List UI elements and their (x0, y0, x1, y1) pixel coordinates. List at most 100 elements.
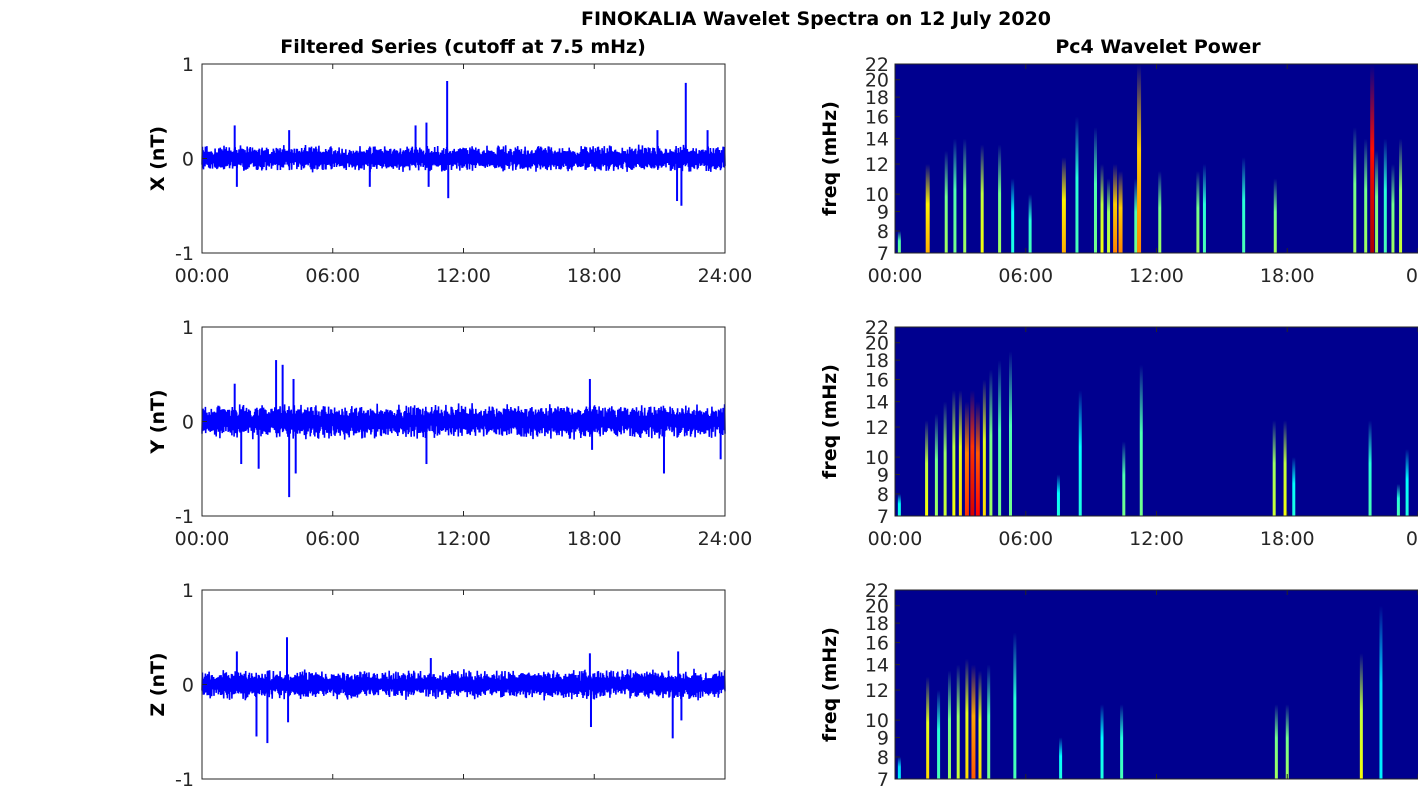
wavelet-burst (963, 138, 967, 253)
x-tick-label: 00:00 (868, 265, 923, 287)
wavelet-burst (1008, 351, 1012, 516)
x-tick-label: 24:00 (698, 265, 753, 287)
wavelet-burst (1405, 449, 1409, 516)
wavelet-burst (1242, 157, 1246, 253)
wavelet-burst (1292, 457, 1296, 516)
wavelet-burst (1059, 737, 1063, 779)
wavelet-burst (998, 360, 1002, 516)
y-tick-label: 0 (182, 412, 194, 434)
wavelet-burst (1137, 64, 1142, 253)
y-tick-label: 18 (865, 350, 889, 372)
wavelet-burst (1359, 653, 1363, 779)
wavelet-burst (925, 420, 929, 516)
wavelet-burst (1370, 64, 1375, 253)
wavelet-burst (1139, 364, 1143, 516)
y-tick-label: 18 (865, 87, 889, 109)
x-tick-label: 06:00 (305, 265, 360, 287)
wavelet-burst (947, 670, 951, 779)
wavelet-burst (1078, 390, 1082, 516)
wavelet-burst (964, 401, 969, 516)
y-axis-label: Y (nT) (147, 389, 169, 454)
axes-box (894, 589, 1418, 780)
wavelet-burst (1061, 157, 1066, 253)
wavelet-burst (1368, 420, 1372, 516)
wavelet-burst (1100, 704, 1104, 779)
figure-title: FINOKALIA Wavelet Spectra on 12 July 202… (581, 8, 1051, 30)
wavelet-burst (943, 401, 947, 516)
wavelet-burst (952, 390, 956, 516)
y-tick-label: 16 (865, 370, 889, 392)
wavelet-burst (897, 493, 901, 516)
y-axis-label: freq (mHz) (819, 627, 841, 742)
wavelet-burst (1383, 138, 1387, 253)
wavelet-burst (987, 664, 991, 779)
y-axis-label: X (nT) (147, 126, 169, 191)
wavelet-burst (1011, 178, 1015, 253)
x-tick-label: 06:00 (305, 528, 360, 550)
y-tick-label: 10 (865, 184, 889, 206)
wavelet-burst (970, 390, 975, 516)
wavelet-burst (1202, 164, 1206, 253)
wavelet-burst (971, 664, 976, 779)
wavelet-burst (989, 369, 993, 516)
y-tick-label: 7 (877, 769, 889, 788)
y-tick-label: 0 (182, 149, 194, 171)
heatmap-background (895, 64, 1418, 253)
wavelet-burst (958, 390, 962, 516)
x-tick-label: 12:00 (436, 528, 491, 550)
y-tick-label: 8 (877, 484, 889, 506)
y-tick-label: 22 (865, 317, 889, 339)
wavelet-burst (998, 144, 1002, 253)
x-tick-label: 18:00 (567, 265, 622, 287)
x-tick-label: 00 (1406, 265, 1418, 287)
wavelet-burst (1196, 171, 1200, 253)
x-tick-label: 24:00 (698, 528, 753, 550)
wavelet-burst (978, 670, 982, 779)
wavelet-burst (975, 401, 980, 516)
wavelet-burst (1056, 474, 1060, 516)
wavelet-burst (926, 676, 930, 779)
wavelet-burst (934, 413, 938, 516)
wavelet-burst (897, 756, 901, 779)
y-axis-label: freq (mHz) (819, 364, 841, 479)
axes-box (894, 63, 1418, 254)
y-axis-label: freq (mHz) (819, 101, 841, 216)
y-tick-label: 12 (865, 154, 889, 176)
y-tick-label: 14 (865, 655, 889, 677)
y-tick-label: 22 (865, 54, 889, 76)
y-tick-label: 7 (877, 243, 889, 265)
axes-box (894, 326, 1418, 517)
x-tick-label: 06:00 (998, 528, 1053, 550)
wavelet-burst (1093, 127, 1097, 253)
series-line-y (201, 403, 726, 440)
wavelet-burst (1283, 420, 1287, 516)
x-tick-label: 18:00 (567, 528, 622, 550)
wavelet-burst (1353, 127, 1357, 253)
y-tick-label: 7 (877, 506, 889, 528)
wavelet-burst (1013, 632, 1017, 779)
wavelet-burst (1274, 704, 1278, 779)
right-column-title: Pc4 Wavelet Power (1055, 36, 1261, 58)
wavelet-burst (1120, 704, 1124, 779)
wavelet-burst (1391, 164, 1395, 253)
y-tick-label: -1 (175, 243, 194, 265)
y-tick-label: 1 (182, 317, 194, 339)
wavelet-burst (953, 138, 957, 253)
y-tick-label: 10 (865, 447, 889, 469)
y-tick-label: 0 (182, 675, 194, 697)
wavelet-burst (897, 230, 901, 253)
y-tick-label: 9 (877, 728, 889, 750)
heatmap-background (895, 327, 1418, 516)
y-tick-label: 12 (865, 680, 889, 702)
wavelet-burst (1100, 164, 1104, 253)
y-tick-label: 14 (865, 129, 889, 151)
x-tick-label: 00:00 (175, 528, 230, 550)
wavelet-burst (944, 150, 948, 253)
wavelet-burst (1285, 704, 1289, 779)
y-axis-label: Z (nT) (147, 652, 169, 716)
wavelet-burst (1113, 164, 1118, 253)
y-tick-label: 20 (865, 596, 889, 618)
y-tick-label: 12 (865, 417, 889, 439)
wavelet-burst (980, 144, 984, 253)
x-tick-label: 12:00 (436, 265, 491, 287)
